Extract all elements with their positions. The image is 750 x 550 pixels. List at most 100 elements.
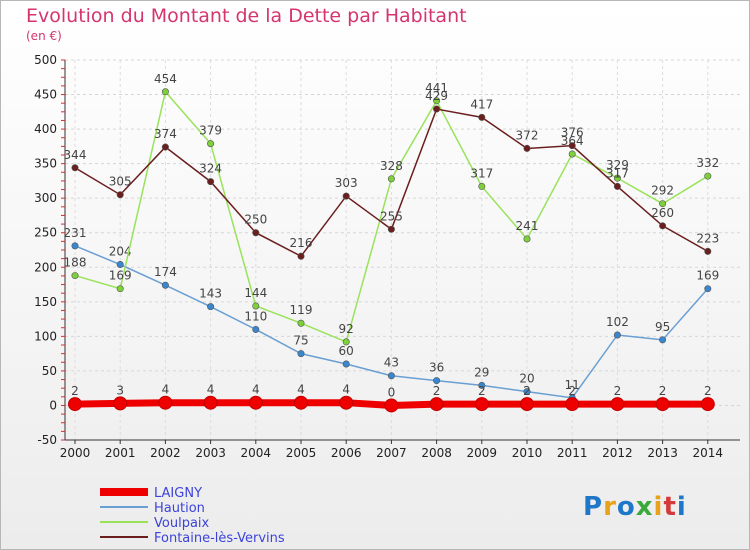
data-point-voulpaix	[523, 235, 531, 243]
data-label-voulpaix: 364	[561, 134, 584, 148]
data-label-laigny: 2	[523, 384, 531, 398]
data-point-voulpaix	[342, 338, 350, 346]
data-label-haution: 11	[565, 378, 580, 392]
data-point-voulpaix	[207, 140, 215, 148]
data-point-laigny	[248, 395, 263, 410]
logo-letter: P	[583, 492, 604, 522]
logo-letter: r	[603, 492, 617, 522]
y-tick-label: -50	[37, 433, 57, 447]
data-point-fontaine-l-s-vervins	[342, 192, 350, 200]
data-label-laigny: 2	[478, 384, 486, 398]
chart-title: Evolution du Montant de la Dette par Hab…	[26, 5, 467, 27]
x-tick-label: 2001	[105, 446, 136, 460]
data-point-laigny	[700, 397, 715, 412]
data-point-voulpaix	[613, 174, 621, 182]
data-label-haution: 169	[696, 269, 719, 283]
x-tick-label: 2014	[693, 446, 724, 460]
data-point-fontaine-l-s-vervins	[523, 144, 531, 152]
data-label-fontaine-l-s-vervins: 216	[290, 236, 313, 250]
data-label-fontaine-l-s-vervins: 250	[244, 213, 267, 227]
data-label-laigny: 4	[162, 383, 170, 397]
data-point-fontaine-l-s-vervins	[116, 191, 124, 199]
data-point-laigny	[610, 397, 625, 412]
data-label-haution: 231	[64, 226, 87, 240]
data-point-laigny	[203, 395, 218, 410]
data-point-voulpaix	[252, 302, 260, 310]
data-label-fontaine-l-s-vervins: 417	[470, 97, 493, 111]
data-point-laigny	[384, 398, 399, 413]
data-label-haution: 102	[606, 315, 629, 329]
data-point-haution	[252, 325, 260, 333]
data-point-haution	[387, 372, 395, 380]
x-tick-label: 2012	[602, 446, 633, 460]
x-tick-label: 2004	[241, 446, 272, 460]
data-label-fontaine-l-s-vervins: 255	[380, 209, 403, 223]
x-tick-label: 2013	[647, 446, 678, 460]
data-label-laigny: 2	[71, 384, 79, 398]
data-label-haution: 204	[109, 245, 132, 259]
data-label-fontaine-l-s-vervins: 344	[64, 148, 87, 162]
data-label-haution: 174	[154, 265, 177, 279]
y-tick-label: 300	[34, 191, 57, 205]
data-label-fontaine-l-s-vervins: 376	[561, 126, 584, 140]
data-point-laigny	[339, 395, 354, 410]
logo-letter: x	[635, 492, 654, 522]
data-point-laigny	[520, 397, 534, 412]
data-label-voulpaix: 454	[154, 72, 177, 86]
data-point-haution	[704, 285, 712, 293]
logo-letter: t	[663, 492, 677, 522]
proxiti-logo: Proxiti	[583, 492, 687, 522]
data-point-haution	[297, 350, 305, 358]
data-point-fontaine-l-s-vervins	[478, 113, 486, 121]
x-tick-label: 2003	[195, 446, 226, 460]
data-label-laigny: 2	[433, 384, 441, 398]
data-label-voulpaix: 441	[425, 81, 448, 95]
data-label-fontaine-l-s-vervins: 305	[109, 175, 132, 189]
data-point-haution	[116, 261, 124, 269]
data-point-haution	[478, 381, 486, 389]
data-label-haution: 143	[199, 287, 222, 301]
data-label-laigny: 2	[568, 384, 576, 398]
data-point-laigny	[68, 397, 82, 412]
data-point-laigny	[158, 395, 173, 410]
y-tick-label: 450	[34, 88, 57, 102]
data-label-laigny: 4	[297, 383, 305, 397]
data-point-voulpaix	[568, 150, 576, 158]
x-tick-label: 2008	[421, 446, 452, 460]
data-point-fontaine-l-s-vervins	[568, 142, 576, 150]
x-tick-label: 2007	[376, 446, 407, 460]
data-point-haution	[613, 331, 621, 339]
logo-letter: i	[676, 492, 687, 522]
data-label-laigny: 2	[614, 384, 622, 398]
data-label-fontaine-l-s-vervins: 223	[696, 231, 719, 245]
data-point-voulpaix	[297, 319, 305, 327]
x-tick-label: 2010	[512, 446, 543, 460]
legend-label-laigny: LAIGNY	[154, 486, 202, 501]
data-point-fontaine-l-s-vervins	[613, 182, 621, 190]
data-label-fontaine-l-s-vervins: 372	[516, 128, 539, 142]
data-point-laigny	[474, 397, 489, 412]
x-tick-label: 2000	[60, 446, 91, 460]
data-label-haution: 36	[429, 361, 444, 375]
data-label-voulpaix: 144	[244, 286, 267, 300]
data-label-laigny: 2	[704, 384, 712, 398]
data-label-haution: 75	[293, 334, 308, 348]
data-label-fontaine-l-s-vervins: 429	[425, 89, 448, 103]
y-tick-label: 500	[34, 53, 57, 67]
data-label-fontaine-l-s-vervins: 317	[606, 166, 629, 180]
data-point-fontaine-l-s-vervins	[704, 247, 712, 255]
data-point-haution	[207, 303, 215, 311]
data-label-haution: 20	[519, 372, 534, 386]
y-tick-label: 50	[42, 364, 57, 378]
data-point-fontaine-l-s-vervins	[433, 105, 441, 113]
data-point-haution	[523, 388, 531, 396]
data-point-laigny	[655, 397, 670, 412]
data-label-fontaine-l-s-vervins: 260	[651, 206, 674, 220]
data-label-voulpaix: 328	[380, 159, 403, 173]
data-label-voulpaix: 241	[516, 219, 539, 233]
data-label-fontaine-l-s-vervins: 303	[335, 176, 358, 190]
y-tick-label: 200	[34, 260, 57, 274]
data-point-haution	[71, 242, 79, 250]
data-point-fontaine-l-s-vervins	[297, 252, 305, 260]
